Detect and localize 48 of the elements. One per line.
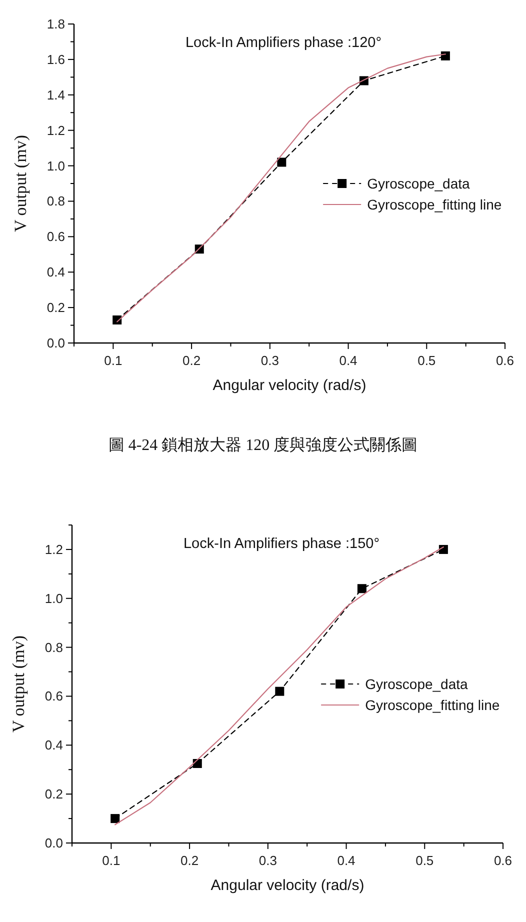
x-tick-label: 0.1 bbox=[102, 853, 120, 868]
y-tick-label: 1.6 bbox=[46, 52, 65, 67]
x-tick-label: 0.3 bbox=[258, 853, 277, 868]
x-tick-label: 0.5 bbox=[416, 853, 434, 868]
x-tick-label: 0.6 bbox=[496, 353, 514, 368]
x-tick-label: 0.6 bbox=[494, 853, 512, 868]
x-tick-label: 0.2 bbox=[182, 353, 201, 368]
y-tick-label: 0.6 bbox=[44, 688, 63, 704]
x-tick-label: 0.1 bbox=[104, 353, 122, 368]
x-tick-label: 0.4 bbox=[339, 353, 358, 368]
y-tick-label: 0.4 bbox=[44, 738, 63, 753]
y-axis-title: V output (mv) bbox=[9, 636, 28, 732]
point bbox=[110, 814, 120, 824]
y-tick-label: 0.0 bbox=[44, 836, 63, 850]
y-tick-label: 0.8 bbox=[46, 194, 65, 209]
legend-label: Gyroscope_data bbox=[367, 176, 470, 192]
x-tick-label: 0.4 bbox=[337, 853, 356, 868]
y-tick-label: 1.0 bbox=[44, 590, 63, 606]
text: Lock-In Amplifiers phase :120° bbox=[185, 35, 382, 51]
point bbox=[438, 544, 448, 554]
x-tick-label: 0.2 bbox=[180, 853, 199, 868]
y-tick-label: 0.2 bbox=[44, 786, 63, 802]
legend-label: Gyroscope_data bbox=[365, 676, 468, 692]
x-axis-title: Angular velocity (rad/s) bbox=[210, 877, 364, 894]
legend-label: Gyroscope_fitting line bbox=[367, 196, 502, 212]
text: Lock-In Amplifiers phase :150° bbox=[183, 536, 380, 552]
y-tick-label: 1.2 bbox=[44, 542, 63, 557]
x-tick-label: 0.3 bbox=[260, 353, 279, 368]
y-tick-label: 0.8 bbox=[44, 640, 63, 655]
point bbox=[112, 315, 122, 324]
x-axis-title: Angular velocity (rad/s) bbox=[212, 377, 366, 394]
y-tick-label: 0.6 bbox=[46, 229, 65, 244]
caption: 圖 4-24 鎖相放大器 120 度與強度公式關係圖 bbox=[108, 436, 418, 454]
y-tick-label: 1.0 bbox=[46, 158, 65, 174]
y-tick-label: 0.2 bbox=[46, 300, 65, 316]
y-axis-title: V output (mv) bbox=[11, 135, 30, 232]
x-tick-label: 0.5 bbox=[418, 353, 436, 368]
point bbox=[277, 158, 286, 167]
point bbox=[275, 686, 284, 696]
y-tick-label: 1.4 bbox=[46, 87, 65, 102]
point bbox=[357, 584, 366, 594]
y-tick-label: 0.0 bbox=[46, 336, 65, 350]
y-tick-label: 1.8 bbox=[46, 16, 65, 32]
legend-label: Gyroscope_fitting line bbox=[365, 697, 500, 713]
point bbox=[440, 51, 450, 60]
point bbox=[192, 759, 202, 768]
y-tick-label: 1.2 bbox=[46, 122, 65, 138]
y-tick-label: 0.4 bbox=[46, 264, 65, 280]
